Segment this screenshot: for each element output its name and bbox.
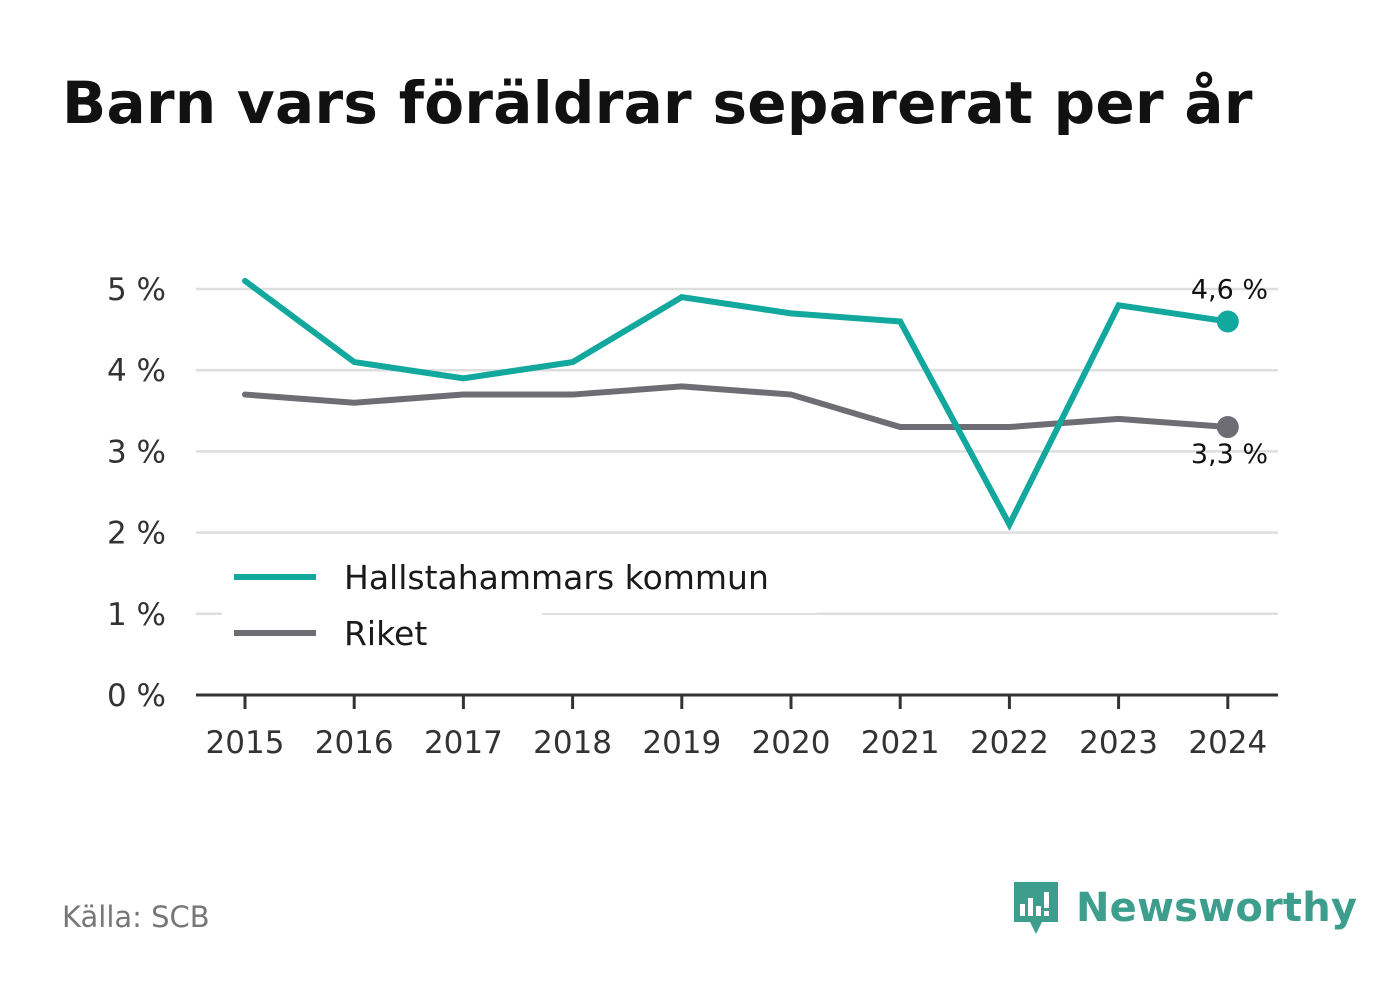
legend-background — [222, 613, 542, 663]
x-tick-label: 2020 — [752, 725, 831, 761]
end-marker — [1216, 310, 1239, 333]
x-tick-label: 2017 — [424, 725, 503, 761]
x-axis: 2015 2016 2017 2018 2019 2020 2021 2022 2023 2024 — [196, 693, 1278, 761]
legend-background — [222, 543, 818, 613]
end-label: 4,6 % — [1191, 274, 1268, 305]
y-tick-label: 5 % — [107, 272, 166, 308]
series-line — [242, 383, 1231, 431]
end-marker — [1216, 416, 1239, 439]
y-axis-ticks: 0 % 1 % 2 % 3 % 4 % 5 % — [107, 272, 166, 714]
y-tick-label: 3 % — [107, 434, 166, 470]
brand-name: Newsworthy — [1076, 885, 1358, 931]
end-labels: 4,6 % 3,3 % — [1191, 274, 1268, 470]
y-tick-label: 4 % — [107, 353, 166, 389]
series-line — [242, 277, 1231, 532]
y-tick-label: 2 % — [107, 516, 166, 552]
x-tick-label: 2024 — [1188, 725, 1267, 761]
legend-label: Riket — [344, 614, 427, 653]
legend-label: Hallstahammars kommun — [344, 558, 769, 597]
chart-title: Barn vars föräldrar separerat per år — [62, 69, 1253, 137]
newsworthy-logo-icon — [1014, 882, 1058, 934]
y-tick-label: 0 % — [107, 678, 166, 714]
x-tick-label: 2018 — [533, 725, 612, 761]
brand-logo: Newsworthy — [1010, 878, 1357, 938]
x-tick-label: 2021 — [861, 725, 940, 761]
x-tick-label: 2022 — [970, 725, 1049, 761]
series-lines — [242, 277, 1231, 532]
x-tick-label: 2015 — [206, 725, 285, 761]
x-tick-label: 2016 — [315, 725, 394, 761]
y-tick-label: 1 % — [107, 597, 166, 633]
source-note: Källa: SCB — [62, 900, 210, 934]
x-tick-label: 2019 — [642, 725, 721, 761]
legend: Hallstahammars kommun Riket — [222, 543, 818, 663]
x-tick-label: 2023 — [1079, 725, 1158, 761]
end-label: 3,3 % — [1191, 439, 1268, 470]
